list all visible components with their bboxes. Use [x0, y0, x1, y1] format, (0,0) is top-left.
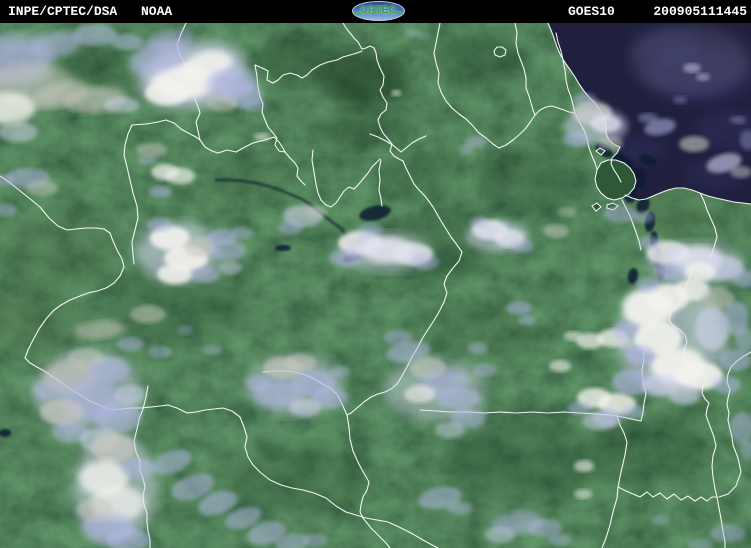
provider-label: INPE/CPTEC/DSA	[8, 4, 118, 19]
island-layer	[591, 147, 637, 212]
border-mt-tocantins	[617, 486, 718, 502]
title-bar: INPE/CPTEC/DSA NOAA CPTEC GOES10 2009051…	[0, 0, 751, 23]
border-amazonas-w-horizontal	[131, 119, 201, 141]
agency-label: NOAA	[141, 4, 173, 19]
border-ew-dip	[369, 133, 427, 153]
border-peru-colombia	[0, 175, 125, 411]
border-amazonas-para	[402, 160, 463, 348]
cptec-logo-text: CPTEC	[360, 5, 397, 16]
cptec-logo: CPTEC	[352, 1, 405, 21]
border-venezuela-guyana	[433, 23, 576, 149]
timestamp-label: 200905111445	[653, 4, 747, 19]
marajo-island	[594, 159, 637, 201]
island-south-2	[591, 202, 602, 212]
border-brazil-peru-long	[109, 404, 439, 548]
border-spur-s	[378, 159, 383, 207]
cloud-layer	[0, 24, 751, 548]
cptec-logo-line	[354, 11, 403, 13]
border-guyana-suriname	[514, 23, 536, 116]
island-north	[595, 147, 606, 156]
border-coastline-e	[624, 187, 751, 205]
shading-layer	[0, 32, 740, 515]
border-tocantins-w	[601, 415, 628, 548]
satellite-map	[0, 23, 751, 548]
border-amazonas-w-vertical	[123, 124, 139, 265]
border-suriname-frguiana	[555, 32, 576, 114]
satellite-label: GOES10	[568, 4, 615, 19]
border-rio-negro-loop	[311, 149, 381, 208]
border-brokopondo-loop	[493, 46, 507, 58]
border-junction-east	[217, 136, 286, 154]
border-venezuela-brazil-e	[342, 23, 404, 162]
border-colombia-venezuela-diag	[254, 50, 363, 84]
